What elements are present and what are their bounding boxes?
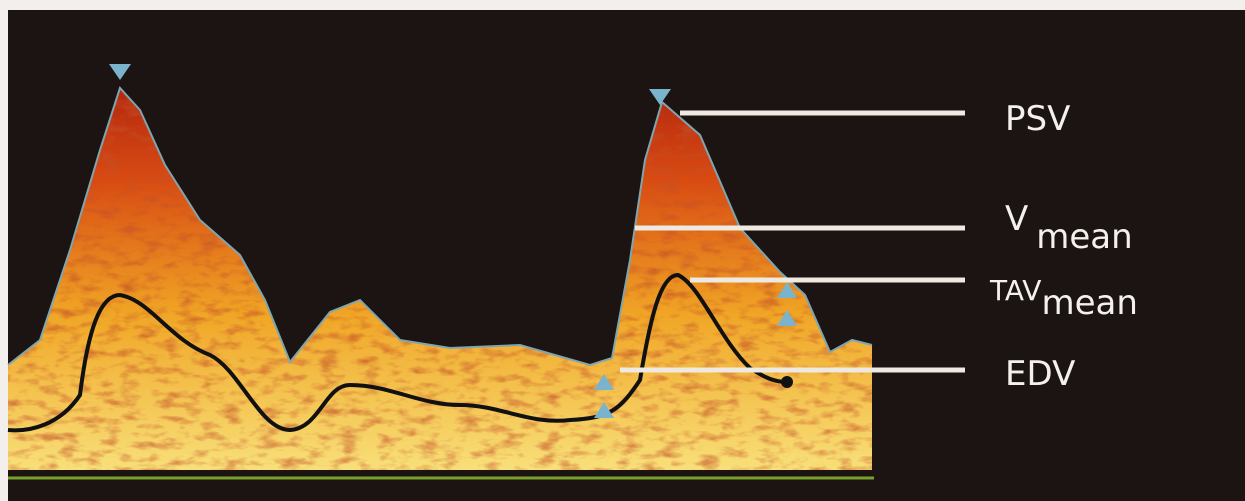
label-subscript: mean: [1041, 283, 1137, 323]
label-main: V: [1005, 199, 1028, 239]
label-main: TAV: [989, 274, 1041, 307]
label: EDV: [1005, 354, 1075, 394]
label: PSV: [1005, 99, 1070, 139]
curve-end-dot: [781, 376, 793, 388]
doppler-figure: PSV Vmean TAVmean EDV: [0, 0, 1245, 501]
label-subscript: mean: [1036, 217, 1132, 257]
